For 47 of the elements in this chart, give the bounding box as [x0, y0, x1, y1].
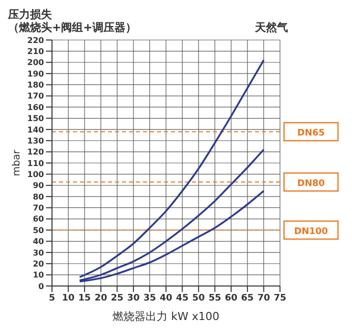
y-tick-label: 180	[27, 80, 44, 90]
chart-subtitle: （燃烧头+阀组+调压器）	[8, 21, 136, 34]
x-tick-label: 45	[176, 293, 189, 304]
chart-title: 压力损失	[8, 8, 53, 21]
x-tick-label: 40	[160, 293, 172, 304]
x-tick-label: 75	[274, 293, 286, 304]
x-axis-title: 燃烧器出力 kW x100	[112, 310, 220, 323]
x-tick-label: 60	[224, 293, 238, 304]
y-tick-label: 210	[27, 47, 44, 56]
x-tick-label: 25	[110, 293, 124, 304]
x-tick-label: 15	[78, 293, 91, 304]
x-tick-label: 30	[127, 293, 140, 304]
y-tick-label: 170	[27, 92, 44, 101]
y-tick-label: 150	[27, 114, 44, 124]
text: 天然气	[255, 21, 288, 34]
x-tick-label: 5	[48, 293, 56, 304]
x-tick-label: 70	[257, 293, 270, 304]
line-series	[78, 59, 265, 278]
y-tick-label: 90	[32, 181, 44, 190]
y-axis-title: mbar	[12, 148, 23, 176]
y-tick-label: 30	[32, 248, 44, 258]
y-tick-label: 190	[27, 69, 44, 78]
y-tick-label: 110	[27, 158, 44, 168]
y-tick-label: 50	[32, 226, 44, 235]
x-tick-label: 65	[241, 293, 254, 304]
y-tick-label: 80	[32, 192, 44, 202]
y-tick-label: 60	[32, 214, 44, 224]
y-tick-label: 10	[32, 270, 44, 280]
y-tick-label: 220	[27, 36, 44, 45]
x-tick-label: 10	[62, 293, 75, 304]
y-tick-label: 140	[27, 125, 44, 134]
y-tick-label: 200	[27, 58, 44, 68]
y-tick-label: 160	[27, 102, 44, 112]
y-tick-label: 20	[32, 259, 44, 268]
ref-line-label: DN65	[297, 128, 325, 139]
x-tick-label: 55	[208, 293, 222, 304]
ref-line-label: DN80	[297, 179, 325, 190]
ref-line-label: DN100	[294, 227, 328, 238]
y-tick-label: 120	[27, 148, 44, 157]
x-tick-label: 20	[94, 293, 108, 304]
x-tick-label: 35	[143, 293, 156, 304]
y-tick-label: 100	[27, 170, 44, 180]
y-tick-label: 40	[32, 237, 44, 246]
x-tick-label: 50	[192, 293, 205, 304]
y-tick-label: 0	[38, 282, 44, 291]
y-tick-label: 130	[27, 136, 44, 146]
y-tick-label: 70	[32, 204, 44, 213]
